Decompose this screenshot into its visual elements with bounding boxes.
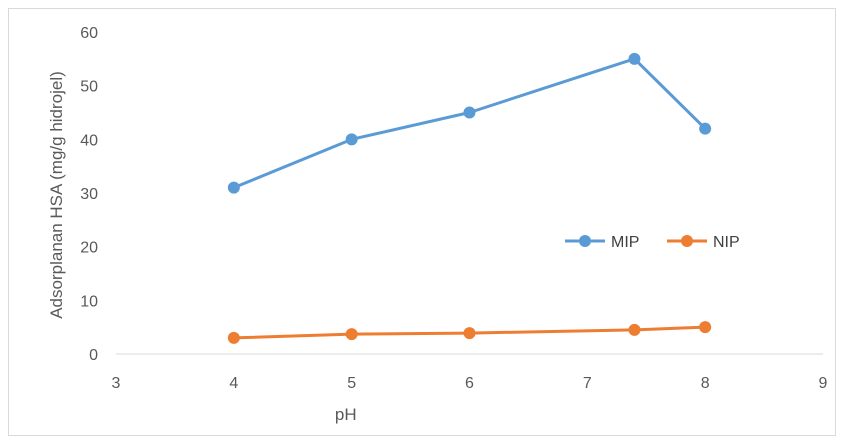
data-point	[345, 133, 358, 146]
legend-item-nip: NIP	[667, 234, 740, 251]
legend-swatch-marker	[681, 235, 693, 247]
data-point	[345, 328, 358, 341]
y-axis-title: Adsorplanan HSA (mg/g hidrojel)	[47, 71, 66, 319]
legend: MIP NIP	[565, 234, 740, 251]
legend-swatch-marker	[579, 235, 591, 247]
chart-frame	[8, 8, 836, 436]
data-point	[628, 323, 641, 336]
x-tick-label: 8	[701, 375, 710, 392]
y-tick-label: 0	[89, 347, 98, 364]
x-axis-ticks: 3 4 5 6 7 8 9	[112, 375, 828, 392]
legend-label: MIP	[611, 234, 639, 251]
y-axis-ticks: 0 10 20 30 40 50 60	[80, 25, 98, 364]
y-tick-label: 10	[80, 293, 98, 310]
y-tick-label: 30	[80, 186, 98, 203]
series-nip	[227, 321, 712, 344]
y-tick-label: 20	[80, 240, 98, 257]
x-axis-title: pH	[335, 405, 357, 424]
series-line	[233, 57, 707, 190]
data-point	[227, 331, 240, 344]
x-tick-label: 7	[583, 375, 592, 392]
x-tick-label: 9	[819, 375, 828, 392]
series-mip	[227, 52, 712, 194]
data-point	[227, 181, 240, 194]
x-tick-label: 6	[465, 375, 474, 392]
x-tick-label: 3	[112, 375, 121, 392]
y-tick-label: 60	[80, 25, 98, 42]
data-point	[699, 122, 712, 135]
data-point	[699, 321, 712, 334]
x-tick-label: 5	[347, 375, 356, 392]
x-tick-label: 4	[229, 375, 238, 392]
y-tick-label: 50	[80, 79, 98, 96]
legend-label: NIP	[713, 234, 740, 251]
data-point	[628, 52, 641, 65]
series-layer	[227, 52, 712, 344]
data-point	[463, 327, 476, 340]
y-tick-label: 40	[80, 132, 98, 149]
legend-item-mip: MIP	[565, 234, 639, 251]
data-point	[463, 106, 476, 119]
